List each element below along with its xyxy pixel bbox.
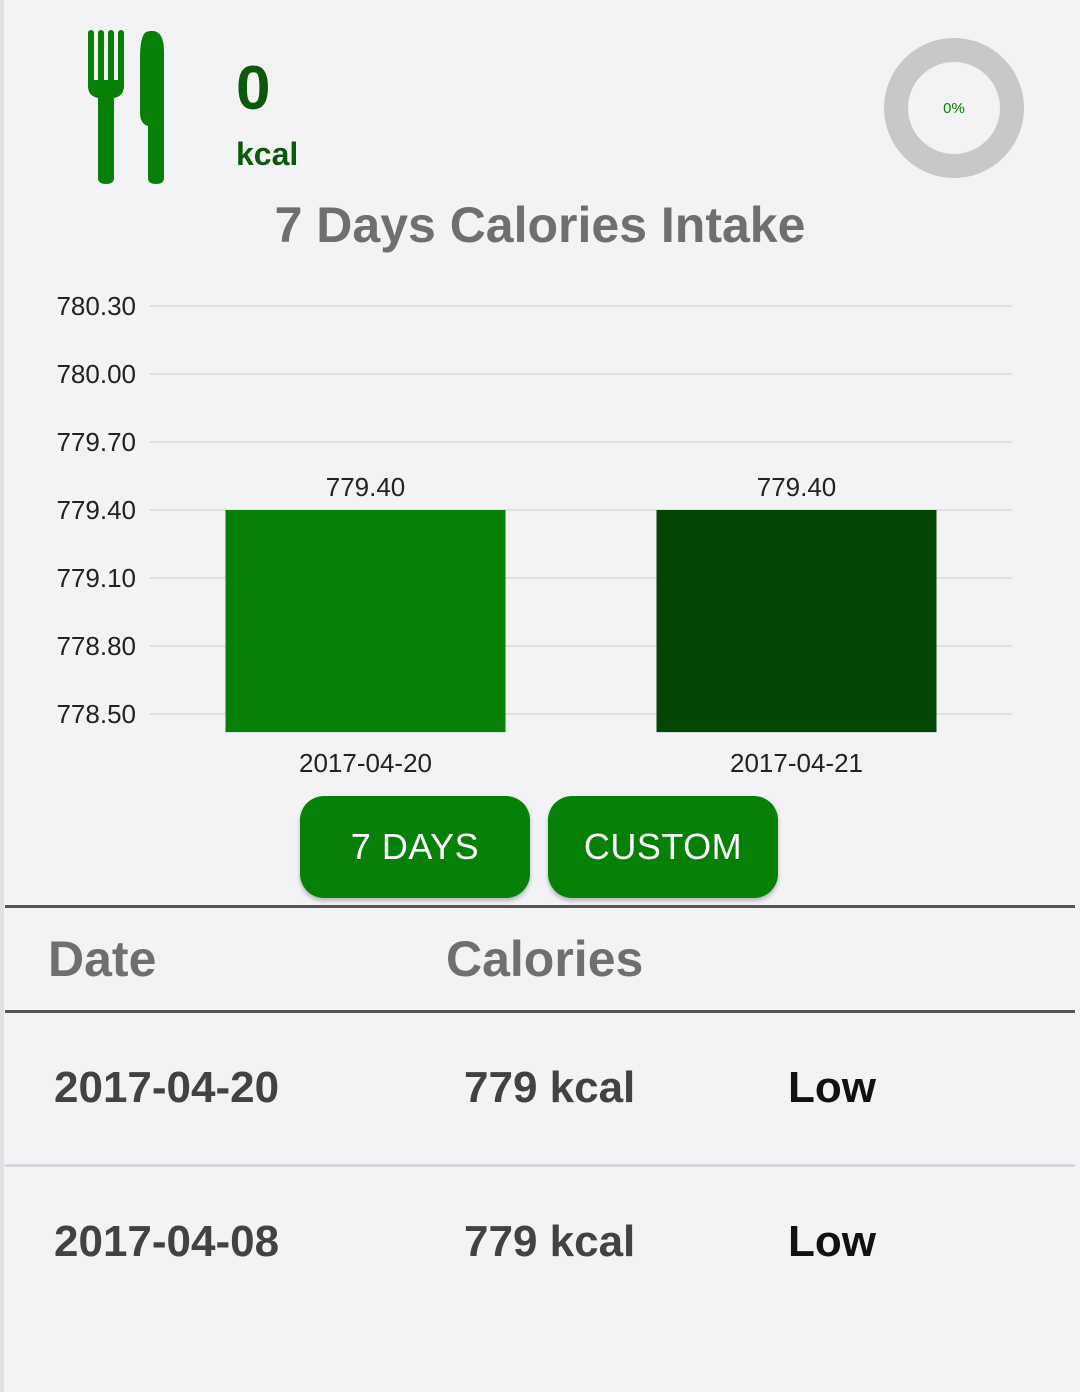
column-header-calories: Calories [446, 931, 644, 987]
row-calories: 779 kcal [464, 1217, 636, 1266]
y-tick-label: 780.00 [56, 359, 136, 389]
table-top-divider [5, 905, 1075, 908]
column-header-date: Date [48, 931, 157, 987]
table-header-divider [5, 1010, 1075, 1013]
y-tick-label: 780.30 [56, 291, 136, 321]
bar-value-label: 779.40 [757, 472, 837, 502]
table-row[interactable]: 2017-04-20 779 kcal Low [0, 1013, 1080, 1163]
row-level: Low [788, 1063, 876, 1112]
bar-value-label: 779.40 [326, 472, 406, 502]
x-tick-label: 2017-04-21 [730, 748, 863, 778]
y-tick-label: 778.80 [56, 631, 136, 661]
x-tick-label: 2017-04-20 [299, 748, 432, 778]
kcal-value: 0 [236, 54, 271, 123]
row-level: Low [788, 1217, 876, 1266]
row-date: 2017-04-20 [54, 1063, 280, 1112]
y-tick-label: 779.70 [56, 427, 136, 457]
bar [225, 510, 506, 733]
row-divider [5, 1164, 1075, 1167]
seven-days-button[interactable]: 7 DAYS [300, 796, 530, 898]
summary-header: 0 kcal 0% [0, 0, 1080, 200]
kcal-unit: kcal [236, 136, 299, 172]
y-tick-label: 779.40 [56, 495, 136, 525]
y-tick-label: 779.10 [56, 563, 136, 593]
calories-bar-chart: 780.30 780.00 779.70 779.40 779.10 778.80 778.… [56, 291, 1012, 778]
y-tick-label: 778.50 [56, 699, 136, 729]
progress-percent-label: 0% [943, 99, 965, 117]
progress-ring [884, 38, 1024, 178]
frame-border [0, 0, 4, 1392]
custom-range-button[interactable]: CUSTOM [548, 796, 778, 898]
fork-knife-icon [88, 30, 164, 184]
bar [656, 510, 937, 733]
table-row[interactable]: 2017-04-08 779 kcal Low [0, 1167, 1080, 1317]
chart-title: 7 Days Calories Intake [274, 197, 806, 253]
row-date: 2017-04-08 [54, 1217, 280, 1266]
table-header: Date Calories [0, 908, 1080, 1010]
row-calories: 779 kcal [464, 1063, 636, 1112]
